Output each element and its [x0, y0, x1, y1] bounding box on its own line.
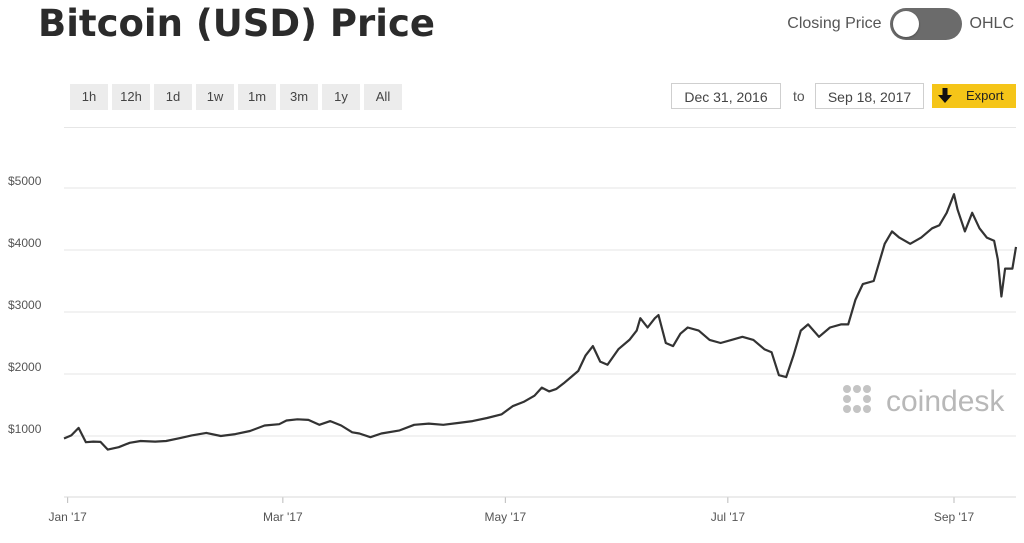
- ohlc-label[interactable]: OHLC: [969, 15, 1014, 32]
- start-date-input[interactable]: Dec 31, 2016: [671, 83, 781, 109]
- range-button-12h[interactable]: 12h: [112, 84, 150, 110]
- coindesk-logo-icon: [843, 385, 871, 413]
- export-button-label: Export: [966, 88, 1004, 103]
- chart-gridlines: [64, 187, 1016, 437]
- x-axis-ticks: Jan '17 Mar '17 May '17 Jul '17 Sep '17: [48, 497, 974, 524]
- export-button[interactable]: Export: [932, 84, 1016, 108]
- y-tick-label: $4000: [8, 236, 42, 250]
- x-tick-label: Sep '17: [934, 510, 975, 524]
- y-tick-label: $5000: [8, 174, 42, 188]
- x-tick-label: Jan '17: [48, 510, 87, 524]
- y-tick-label: $3000: [8, 298, 42, 312]
- switch-knob: [892, 11, 919, 37]
- range-button-3m[interactable]: 3m: [280, 84, 318, 110]
- download-arrow-icon: [938, 88, 952, 103]
- time-range-selector: 1h 12h 1d 1w 1m 3m 1y All: [70, 84, 402, 110]
- range-button-1w[interactable]: 1w: [196, 84, 234, 110]
- coindesk-wordmark: coindesk: [886, 385, 1005, 418]
- y-axis-ticks: $1000 $2000 $3000 $4000 $5000: [8, 174, 42, 436]
- price-mode-switch[interactable]: [889, 8, 962, 40]
- date-range-to-label: to: [793, 88, 805, 104]
- x-tick-label: Jul '17: [711, 510, 746, 524]
- range-button-1h[interactable]: 1h: [70, 84, 108, 110]
- page-title: Bitcoin (USD) Price: [38, 2, 436, 45]
- y-tick-label: $1000: [8, 422, 42, 436]
- range-button-all[interactable]: All: [364, 84, 402, 110]
- coindesk-watermark: coindesk: [842, 384, 1004, 420]
- y-tick-label: $2000: [8, 360, 42, 374]
- header-divider: [64, 127, 1016, 128]
- price-mode-toggle: Closing Price OHLC: [787, 8, 1014, 40]
- range-button-1d[interactable]: 1d: [154, 84, 192, 110]
- range-button-1m[interactable]: 1m: [238, 84, 276, 110]
- x-tick-label: May '17: [485, 510, 527, 524]
- end-date-input[interactable]: Sep 18, 2017: [815, 83, 924, 109]
- price-series-line: [63, 193, 1018, 451]
- x-tick-label: Mar '17: [263, 510, 303, 524]
- closing-price-label[interactable]: Closing Price: [787, 15, 882, 32]
- range-button-1y[interactable]: 1y: [322, 84, 360, 110]
